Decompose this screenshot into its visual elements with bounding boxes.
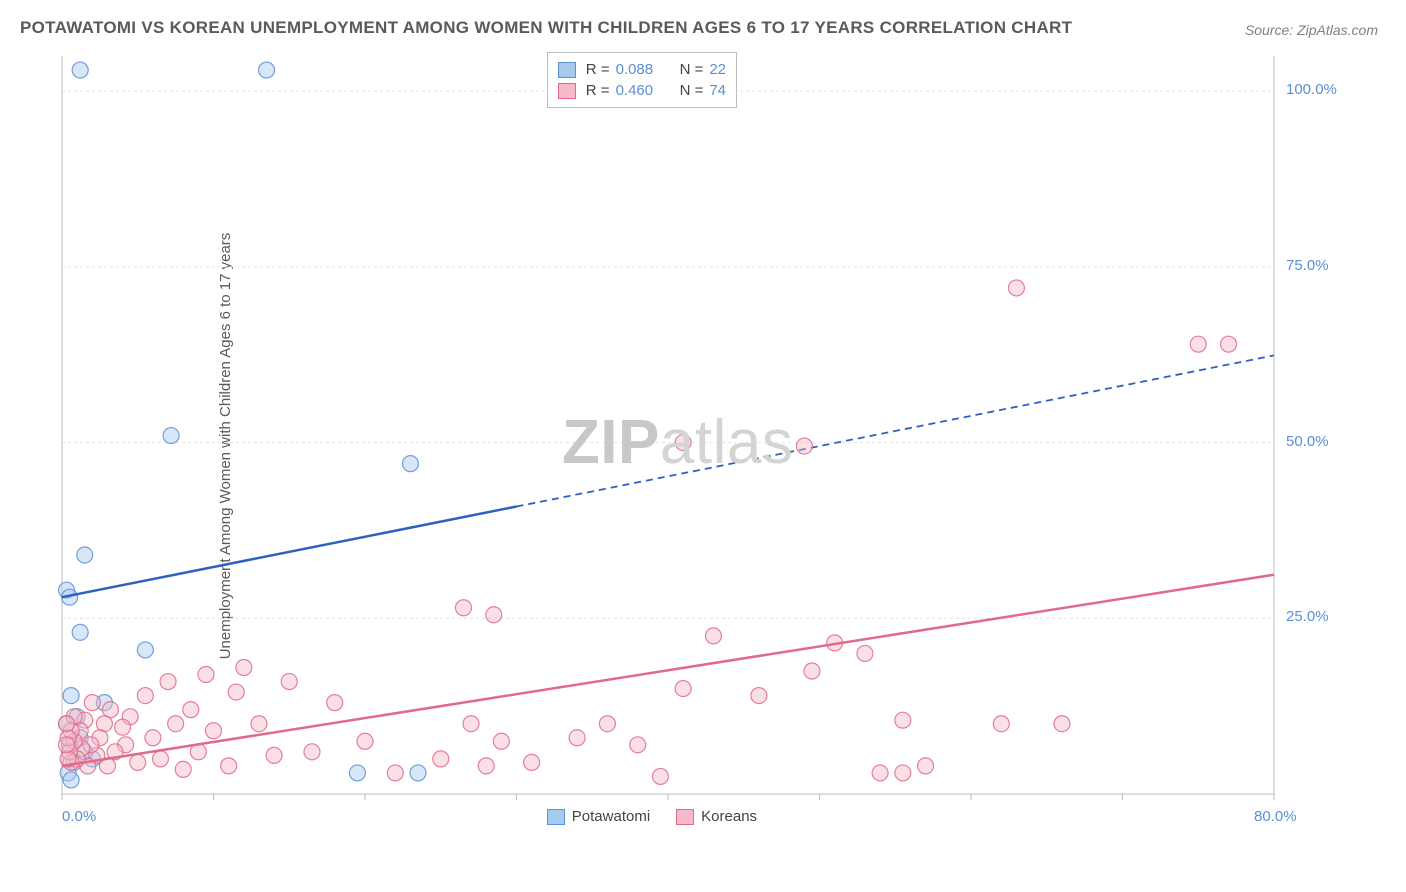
chart-plot-area	[54, 48, 1350, 838]
legend-row: R = 0.460 N = 74	[558, 80, 726, 101]
legend-swatch	[558, 83, 576, 99]
legend-row: R = 0.088 N = 22	[558, 59, 726, 80]
legend-r-value: 0.088	[616, 61, 664, 78]
legend-item: Potawatomi	[547, 808, 650, 825]
legend-r-label: R =	[586, 82, 610, 99]
chart-title: POTAWATOMI VS KOREAN UNEMPLOYMENT AMONG …	[20, 18, 1072, 38]
y-tick-label: 75.0%	[1286, 257, 1329, 274]
legend-r-label: R =	[586, 61, 610, 78]
legend-item: Koreans	[676, 808, 757, 825]
series-legend: Potawatomi Koreans	[547, 808, 757, 825]
legend-swatch	[676, 809, 694, 825]
legend-label: Koreans	[701, 808, 757, 825]
source-label: Source: ZipAtlas.com	[1245, 22, 1378, 38]
y-tick-label: 100.0%	[1286, 81, 1337, 98]
legend-swatch	[558, 62, 576, 78]
legend-r-value: 0.460	[616, 82, 664, 99]
legend-n-value: 22	[709, 61, 726, 78]
y-tick-label: 25.0%	[1286, 608, 1329, 625]
correlation-legend: R = 0.088 N = 22 R = 0.460 N = 74	[547, 52, 737, 108]
legend-n-label: N =	[680, 82, 704, 99]
scatter-svg	[54, 48, 1350, 838]
x-tick-label: 0.0%	[62, 808, 96, 825]
y-tick-label: 50.0%	[1286, 433, 1329, 450]
legend-label: Potawatomi	[572, 808, 650, 825]
legend-swatch	[547, 809, 565, 825]
legend-n-value: 74	[709, 82, 726, 99]
legend-n-label: N =	[680, 61, 704, 78]
x-tick-label: 80.0%	[1254, 808, 1297, 825]
